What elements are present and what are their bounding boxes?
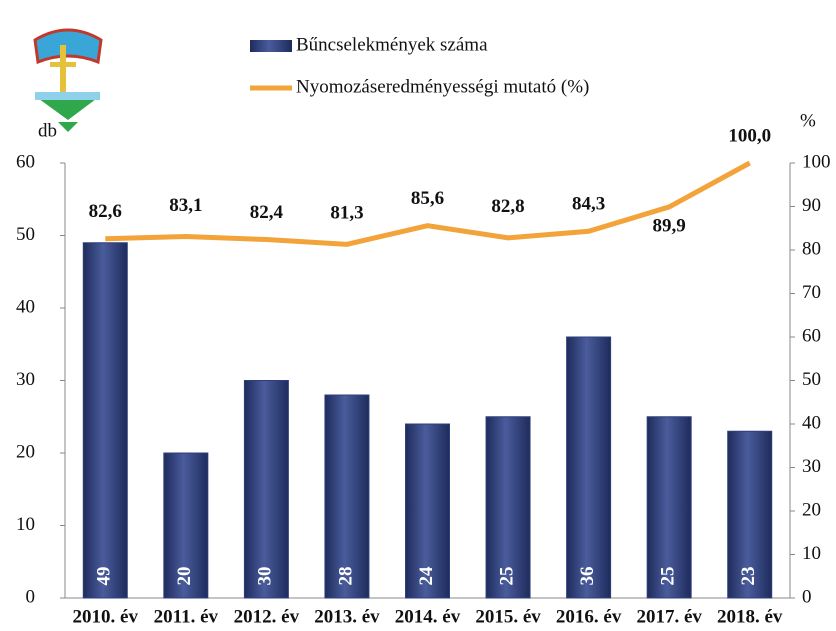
line-value-label: 89,9 [653,215,686,236]
bar [324,394,370,599]
x-tick-label: 2010. év [73,606,139,627]
bar-value-label: 30 [255,567,276,586]
x-tick-label: 2013. év [314,606,380,627]
bar-value-label: 36 [577,567,598,586]
line [105,160,751,247]
legend-label: Nyomozáseredményességi mutató (%) [296,76,589,97]
bar-value-label: 49 [94,567,115,586]
bar-value-label: 25 [496,567,517,586]
x-tick-label: 2012. év [234,606,300,627]
line-value-label: 84,3 [572,194,605,215]
line-value-label: 85,6 [411,188,444,209]
bar-value-label: 23 [738,567,759,586]
line-value-label: 82,6 [89,201,122,222]
y2-tick-label: 60 [802,325,821,346]
y2-tick-label: 40 [802,412,821,433]
bar [566,336,612,599]
logo [33,28,103,132]
bar [646,416,692,599]
y-tick-label: 20 [16,441,35,462]
y2-tick-label: 10 [802,543,821,564]
x-tick-label: 2011. év [154,606,219,627]
bar [82,242,128,599]
y2-tick-label: 90 [802,195,821,216]
x-tick-label: 2018. év [717,606,783,627]
bar-value-label: 24 [416,566,437,586]
x-tick-label: 2016. év [556,606,622,627]
line-value-label: 81,3 [330,203,363,224]
line-value-label: 100,0 [728,125,771,146]
bar-value-label: 25 [658,567,679,586]
bar [405,423,450,599]
x-tick-label: 2017. év [636,606,702,627]
y2-axis-label: % [800,110,816,131]
legend-swatch [250,40,292,52]
line-value-label: 82,8 [491,196,524,217]
y2-tick-label: 50 [802,369,821,390]
y-tick-label: 40 [16,296,35,317]
x-tick-label: 2014. év [395,606,461,627]
y2-tick-label: 0 [802,586,812,607]
y-axis-label: db [38,120,57,141]
y-tick-label: 10 [16,514,35,535]
y-tick-label: 0 [26,586,36,607]
y-tick-label: 30 [16,369,35,390]
y2-tick-label: 20 [802,499,821,520]
legend-label: Bűncselekmények száma [296,34,488,55]
x-tick-label: 2015. év [475,606,541,627]
y2-tick-label: 30 [802,456,821,477]
bar [485,416,531,599]
y2-tick-label: 100 [802,151,831,172]
bar [163,452,209,599]
line-value-label: 82,4 [250,202,284,223]
y-tick-label: 60 [16,151,35,172]
y-tick-label: 50 [16,224,35,245]
bar [243,380,289,599]
bar-value-label: 28 [335,567,356,586]
y2-tick-label: 80 [802,238,821,259]
y2-tick-label: 70 [802,282,821,303]
line-value-label: 83,1 [169,195,202,216]
bar [727,430,773,599]
bar-value-label: 20 [174,567,195,586]
